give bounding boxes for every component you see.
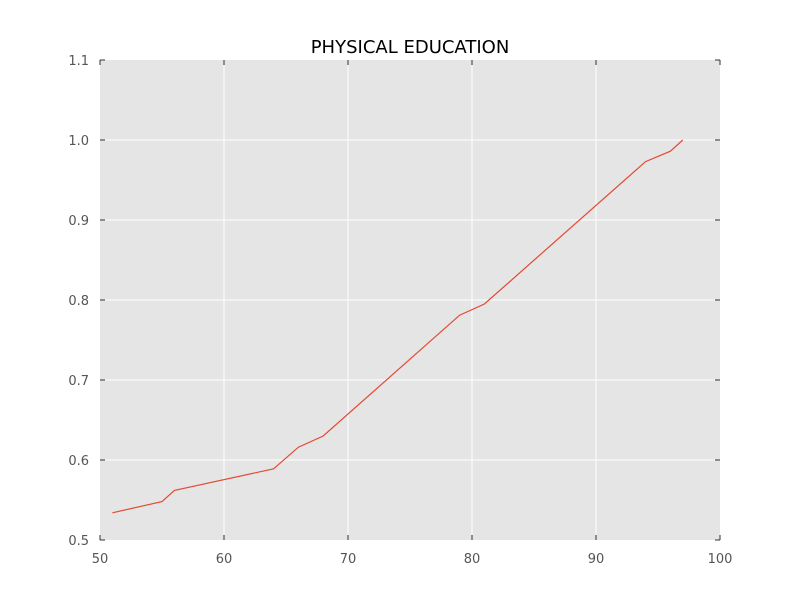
x-tick-label: 80 [464, 552, 481, 567]
x-tick-label: 90 [588, 552, 605, 567]
x-tick-label: 60 [216, 552, 233, 567]
x-tick-label: 100 [708, 552, 733, 567]
tick-labels: 50 60 70 80 90 100 0.5 0.6 0.7 0.8 0.9 1.0 1.1 [68, 54, 732, 567]
y-tick-label: 1.1 [68, 54, 89, 69]
y-tick-label: 0.5 [68, 534, 89, 549]
y-tick-label: 0.6 [68, 454, 89, 469]
y-tick-label: 1.0 [68, 134, 89, 149]
y-tick-label: 0.8 [68, 294, 89, 309]
grid [100, 60, 720, 540]
series-layer [112, 139, 684, 514]
y-tick-label: 0.9 [68, 214, 89, 229]
x-tick-label: 70 [340, 552, 357, 567]
y-tick-label: 0.7 [68, 374, 89, 389]
x-tick-label: 50 [92, 552, 109, 567]
axis-ticks [99, 59, 721, 541]
chart-title: PHYSICAL EDUCATION [311, 37, 510, 58]
series-line [112, 139, 684, 514]
